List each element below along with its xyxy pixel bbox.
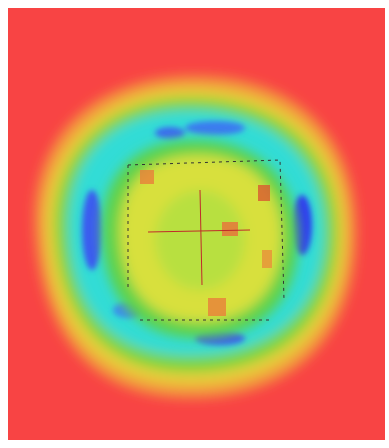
orange-cell — [140, 170, 154, 184]
orange-cell — [258, 185, 270, 201]
blue-patch — [155, 127, 185, 139]
inner-layers — [102, 140, 298, 338]
blue-patch — [185, 121, 245, 135]
page — [0, 0, 389, 448]
heatmap-image — [0, 0, 389, 448]
blue-patch — [82, 190, 102, 270]
orange-cell — [208, 298, 226, 316]
orange-cell — [262, 250, 272, 268]
orange-cell — [222, 222, 238, 236]
